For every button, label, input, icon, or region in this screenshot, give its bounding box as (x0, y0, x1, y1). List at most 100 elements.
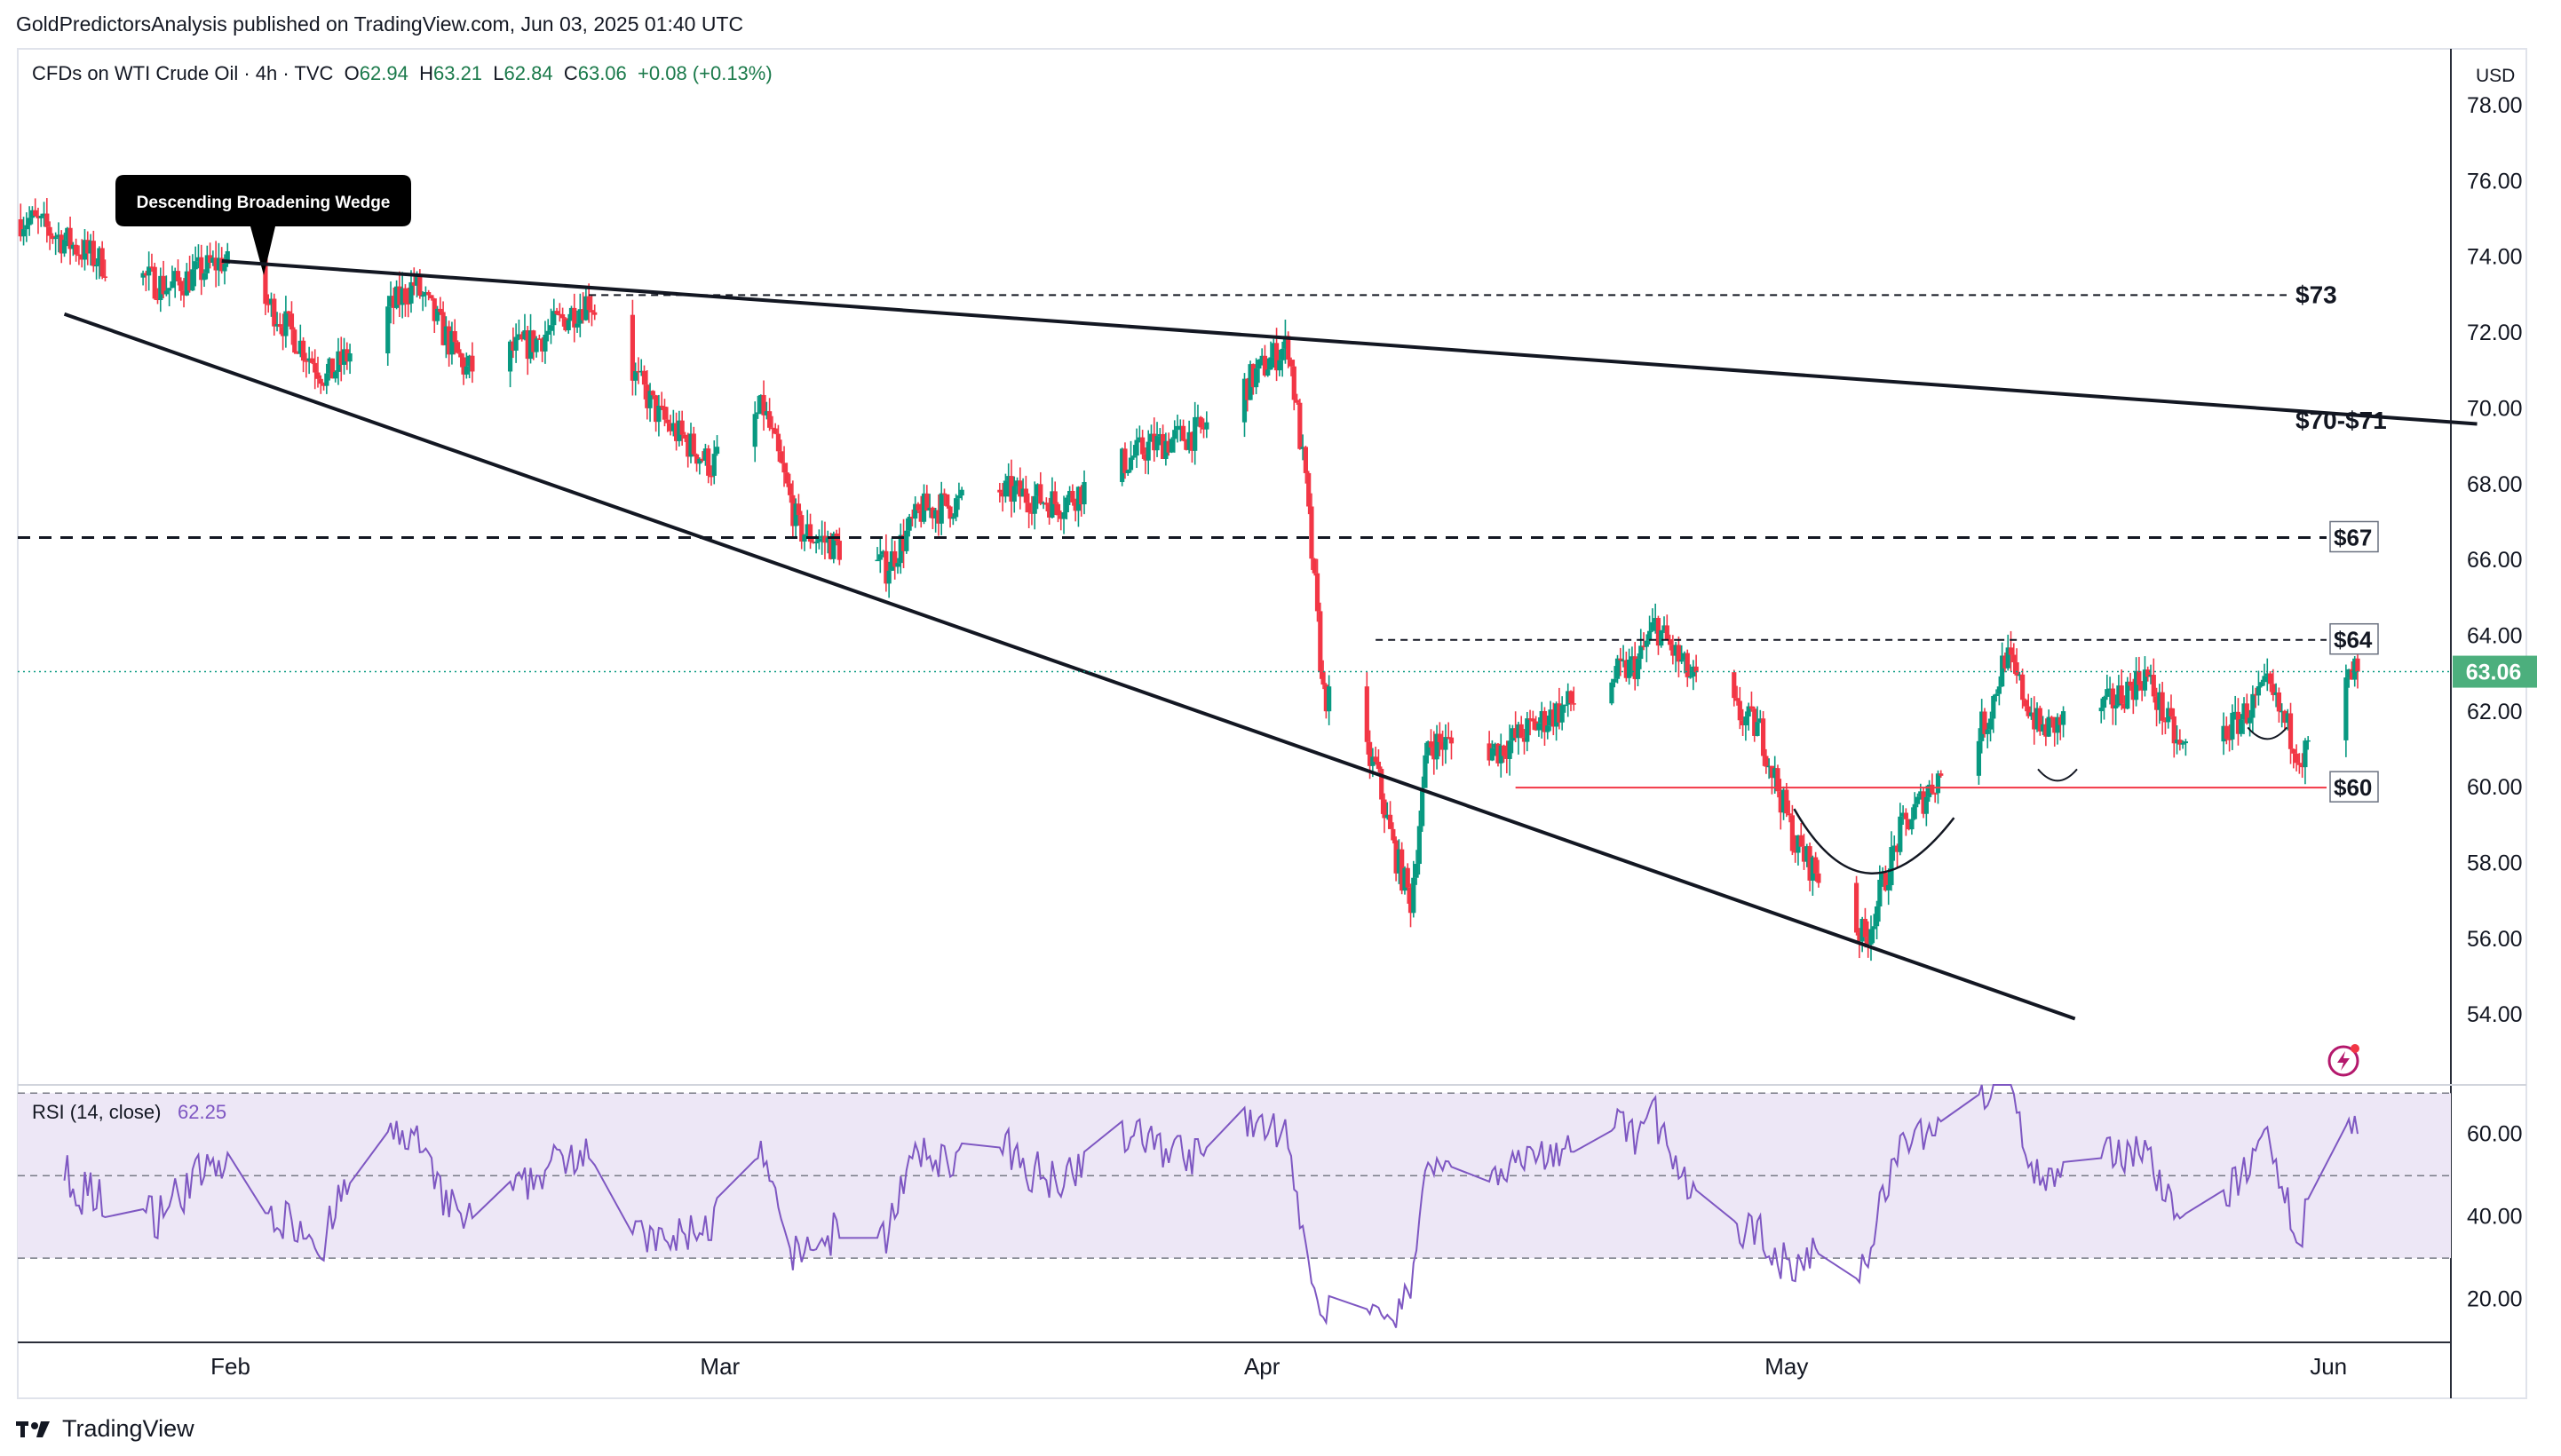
candle-body (274, 324, 280, 327)
last-price-text: 63.06 (2466, 661, 2522, 685)
candle-body (1043, 502, 1049, 505)
candle-body (304, 360, 309, 362)
y-tick-label: 68.00 (2467, 472, 2523, 497)
candle-body (1670, 645, 1676, 656)
candle-body (1559, 705, 1565, 723)
candle-body (283, 311, 289, 336)
candle-body (1655, 618, 1661, 646)
candle-body (277, 324, 282, 328)
candle-body (461, 357, 466, 375)
candle-body (1813, 857, 1819, 874)
candle-body (2148, 675, 2153, 677)
symbol-legend[interactable]: CFDs on WTI Crude Oil · 4h · TVC O62.94 … (32, 62, 773, 85)
candle-body (1416, 826, 1422, 865)
candle-body (170, 281, 175, 289)
candle-body (470, 355, 475, 372)
candle-body (1676, 645, 1682, 662)
candle-body (1609, 682, 1614, 704)
candle-body (589, 310, 595, 313)
candle-body (27, 218, 32, 226)
candle-body (959, 489, 964, 496)
candle-body (2098, 708, 2104, 712)
candle-body (1018, 480, 1023, 497)
candle-body (1373, 756, 1378, 763)
candle-body (443, 326, 448, 345)
candle-body (184, 271, 189, 296)
candle-body (1746, 706, 1751, 717)
small-cup-arc (2037, 768, 2078, 782)
candle-body (668, 423, 673, 431)
candle-body (345, 349, 350, 362)
candle-body (2017, 674, 2022, 677)
rounding-bottom-arc (1793, 808, 1955, 874)
candle-body (930, 507, 935, 518)
tradingview-logo[interactable]: TradingView (16, 1415, 194, 1443)
last-price-badge (2453, 655, 2537, 688)
candle-body (426, 292, 432, 296)
candle-body (1979, 711, 1985, 741)
candle-body (1568, 691, 1574, 704)
candle-body (950, 517, 955, 519)
candle-body (1764, 756, 1769, 767)
y-tick-label: 76.00 (2467, 169, 2523, 194)
y-tick-label: 54.00 (2467, 1002, 2523, 1027)
candle-body (438, 308, 443, 313)
wedge-callout (115, 175, 411, 275)
candle-body (1866, 937, 1871, 945)
candle-body (61, 240, 67, 254)
candle-body (545, 330, 551, 335)
candle-body (2000, 655, 2005, 687)
candle-body (2221, 725, 2226, 742)
candle-body (1405, 867, 1410, 888)
close-label: C (563, 62, 578, 84)
flash-icon[interactable] (2327, 1043, 2360, 1077)
candle-body (140, 273, 146, 278)
candle-body (1000, 492, 1005, 497)
candle-body (1909, 819, 1915, 830)
candle-body (1257, 360, 1262, 369)
currency-label[interactable]: USD (2476, 66, 2516, 86)
candle-body (2162, 720, 2169, 723)
candle-body (1128, 457, 1134, 471)
candle-body (2011, 654, 2017, 663)
candle-body (449, 330, 455, 355)
candle-body (1423, 755, 1428, 788)
candle-body (711, 454, 717, 476)
y-tick-label: 64.00 (2467, 623, 2523, 648)
candle-body (1050, 491, 1055, 518)
candle-body (2183, 741, 2188, 744)
candle-body (1787, 813, 1792, 816)
candle-body (1152, 433, 1157, 451)
candle-body (1889, 847, 1894, 886)
candle-body (333, 371, 338, 379)
candle-body (1557, 703, 1562, 723)
candle-body (2002, 655, 2008, 669)
candle-body (336, 351, 341, 372)
candle-body (2049, 716, 2055, 719)
candle-body (76, 254, 82, 257)
candle-body (1632, 656, 1637, 679)
candle-body (1082, 481, 1087, 505)
candle-body (1250, 364, 1256, 388)
candle-body (654, 395, 659, 423)
candle-body (1548, 709, 1553, 726)
candle-body (1428, 741, 1434, 748)
candle-body (1003, 480, 1009, 497)
candle-body (1376, 762, 1382, 770)
candle-body (1647, 630, 1653, 641)
candle-body (315, 372, 321, 379)
candle-body (1612, 678, 1617, 683)
candle-body (391, 296, 396, 308)
candle-body (895, 563, 900, 567)
candle-body (2060, 711, 2066, 725)
candle-body (1370, 756, 1376, 766)
candle-body (580, 309, 586, 320)
candle-body (163, 290, 169, 295)
candle-body (1140, 437, 1146, 455)
candle-body (2241, 703, 2247, 720)
y-tick-label: 62.00 (2467, 700, 2523, 724)
candle-body (2116, 685, 2121, 706)
candle-body (1798, 835, 1804, 847)
candle-body (1407, 887, 1414, 914)
